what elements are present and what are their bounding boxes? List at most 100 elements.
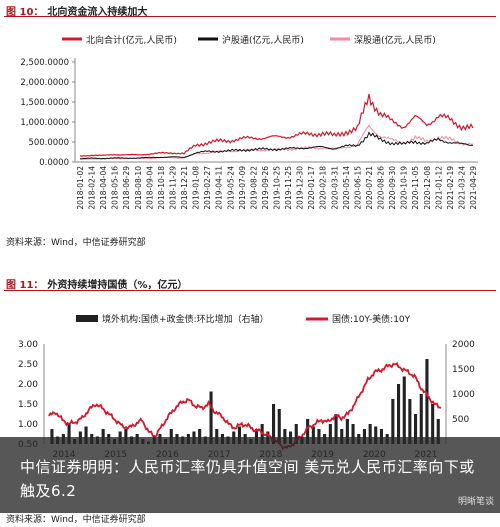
bar xyxy=(306,419,310,444)
bar xyxy=(436,419,440,444)
bar xyxy=(67,424,71,444)
bar xyxy=(237,426,241,444)
y-tick-label: 2,000.0000 xyxy=(20,78,69,88)
headline-text[interactable]: 中信证券明明：人民币汇率仍具升值空间 美元兑人民币汇率向下或触及6.2 xyxy=(20,458,475,500)
y-left-tick-label: 2.00 xyxy=(18,380,38,390)
headline-overlay xyxy=(0,437,500,513)
x-tick-label: 2018-09-04 xyxy=(145,166,154,210)
x-tick-label: 2018-04-04 xyxy=(99,166,108,210)
fig11-rule xyxy=(4,290,496,291)
y-right-tick-label: 500 xyxy=(452,415,469,425)
x-tick-label: 2021-03-24 xyxy=(457,166,466,210)
x-tick-label: 2020-03-31 xyxy=(330,166,339,210)
bar xyxy=(272,404,276,444)
fig11-title: 图 11： 外资持续增持国债（%，亿元） xyxy=(6,276,187,291)
bar xyxy=(379,429,383,444)
bar xyxy=(198,429,202,444)
x-tick-label: 2019-02-27 xyxy=(203,166,212,210)
legend-label-3: 深股通(亿元,人民币) xyxy=(354,34,436,46)
x-tick-label: 2020-01-17 xyxy=(307,166,316,210)
bar xyxy=(334,414,338,444)
y-left-tick-label: 2.50 xyxy=(18,360,38,370)
x-tick-label: 2018-08-10 xyxy=(134,166,143,210)
legend-label-1: 北向合计(亿元,人民币) xyxy=(86,34,177,46)
bar xyxy=(425,359,429,444)
bar xyxy=(84,426,88,444)
x-tick-label: 2020-02-18 xyxy=(319,166,328,210)
series-line-spread xyxy=(48,362,442,451)
bar xyxy=(317,429,321,444)
fig10-rule xyxy=(4,16,496,17)
bar xyxy=(311,426,315,444)
x-tick-label: 2019-01-08 xyxy=(192,166,201,210)
x-tick-label: 2019-05-24 xyxy=(226,166,235,210)
bar xyxy=(414,414,418,444)
x-tick-label: 2019-12-30 xyxy=(296,166,305,210)
x-tick-label: 2018-10-18 xyxy=(157,166,166,210)
x-tick-label: 2019-04-11 xyxy=(215,166,224,210)
x-tick-label: 2020-09-30 xyxy=(388,166,397,210)
x-tick-label: 2018-12-21 xyxy=(180,166,189,210)
bar xyxy=(419,394,423,444)
series-line-2 xyxy=(79,131,474,160)
bar xyxy=(351,424,355,444)
x-tick-label: 2021-02-19 xyxy=(446,166,455,210)
bar xyxy=(362,429,366,444)
legend-label-bars: 境外机构:国债+政金债:环比增加（右轴） xyxy=(102,313,269,325)
bar xyxy=(294,424,298,444)
y-tick-label: 500.0000 xyxy=(28,138,69,148)
fig10-number: 图 10： xyxy=(6,7,44,18)
x-tick-label: 2019-08-22 xyxy=(249,166,258,210)
bar xyxy=(431,404,435,444)
bar xyxy=(169,429,173,444)
y-tick-label: 0.0000 xyxy=(39,158,69,168)
bar xyxy=(340,429,344,444)
x-tick-label: 2018-01-02 xyxy=(76,166,85,210)
bar xyxy=(368,424,372,444)
fig11-source: 资料来源：Wind，中信证券研究部 xyxy=(6,515,146,525)
fig11-title-text: 外资持续增持国债（%，亿元） xyxy=(47,280,188,291)
bar xyxy=(391,399,395,444)
y-left-tick-label: 3.00 xyxy=(18,340,38,350)
fig10-source: 资料来源：Wind，中信证券研究部 xyxy=(6,238,146,248)
bar xyxy=(408,399,412,444)
x-tick-label: 2020-05-14 xyxy=(342,166,351,210)
fig11-number: 图 11： xyxy=(6,280,44,291)
y-left-tick-label: 1.00 xyxy=(18,420,38,430)
x-tick-label: 2019-10-25 xyxy=(273,166,282,210)
x-tick-label: 2018-02-14 xyxy=(88,166,97,210)
x-tick-label: 2021-04-29 xyxy=(469,166,478,210)
x-tick-label: 2020-10-19 xyxy=(400,166,409,210)
bar xyxy=(209,391,213,444)
x-tick-label: 2018-11-29 xyxy=(168,166,177,210)
x-tick-label: 2019-09-26 xyxy=(261,166,270,210)
y-left-tick-label: 1.50 xyxy=(18,400,38,410)
bar xyxy=(277,409,281,444)
x-tick-label: 2021-01-12 xyxy=(434,166,443,210)
bar xyxy=(345,419,349,444)
x-tick-label: 2019-07-09 xyxy=(238,166,247,210)
legend-label-2: 沪股通(亿元,人民币) xyxy=(222,34,304,46)
fig10-title: 图 10： 北向资金流入持续加大 xyxy=(6,3,147,18)
y-tick-label: 1,000.0000 xyxy=(20,118,69,128)
bar xyxy=(50,429,54,444)
bar xyxy=(374,426,378,444)
series-line-1 xyxy=(79,93,474,157)
watermark: 明晰笔谈 xyxy=(457,497,494,507)
fig10-title-text: 北向资金流入持续加大 xyxy=(47,7,148,18)
legend-label-line: 国债:10Y-美债:10Y xyxy=(332,313,411,325)
bar xyxy=(397,384,401,444)
x-tick-label: 2020-12-08 xyxy=(423,166,432,210)
y-right-tick-label: 2000 xyxy=(452,340,475,350)
bar xyxy=(101,429,105,444)
x-tick-label: 2020-08-26 xyxy=(377,166,386,210)
bar xyxy=(283,429,287,444)
x-tick-label: 2018-05-16 xyxy=(111,166,120,210)
bar xyxy=(402,376,406,444)
bar xyxy=(254,429,258,444)
bar xyxy=(328,424,332,444)
y-tick-label: 1,500.0000 xyxy=(20,98,69,108)
y-tick-label: 2,500.0000 xyxy=(20,58,69,68)
x-tick-label: 2020-06-15 xyxy=(353,166,362,210)
x-tick-label: 2018-06-29 xyxy=(122,166,131,210)
